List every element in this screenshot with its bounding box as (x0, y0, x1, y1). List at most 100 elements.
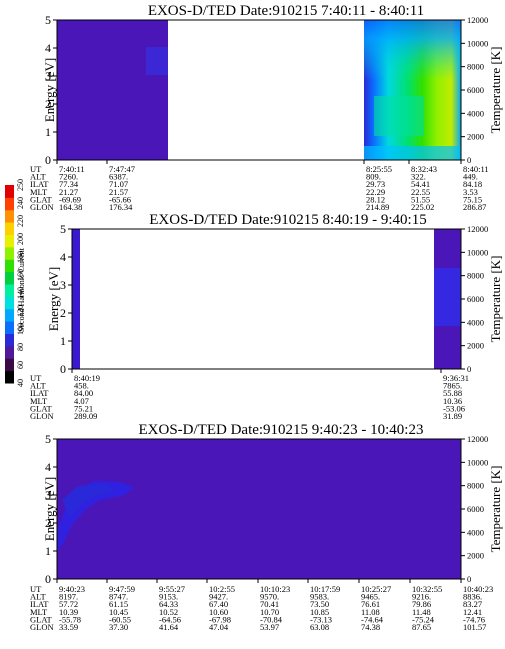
ephemeris-cell: 70.41 (260, 599, 279, 609)
y2tick-label: 0 (467, 574, 471, 584)
panel-2-segment-late-blob (434, 268, 461, 326)
ephemeris-cell: 10.52 (159, 607, 178, 617)
colorbar-tick-label: 60 (16, 361, 25, 369)
y2tick-label: 4000 (467, 527, 484, 537)
ytick-label: 4 (45, 41, 51, 55)
panel-2-segment-early (72, 229, 80, 369)
colorbar-tick-label: 120 (16, 305, 25, 317)
ephemeris-cell: 75.21 (74, 403, 93, 413)
ephemeris-cell: 10.45 (109, 607, 128, 617)
panel-3-y2ticks: 0 2000 4000 6000 8000 10000 12000 (461, 434, 488, 584)
ephemeris-cell: 9570. (260, 592, 279, 602)
colorbar-swatch (5, 209, 14, 223)
ytick-label: 5 (60, 222, 66, 236)
ephemeris-row-label: MLT (30, 396, 48, 406)
ephemeris-cell: 458. (74, 381, 89, 391)
panel-3-plot-area (56, 438, 462, 580)
panel-2-frame (71, 228, 462, 370)
y2tick-label: 8000 (467, 271, 484, 281)
panel-1-segment-late-top (364, 20, 461, 80)
colorbar-swatch (5, 246, 14, 260)
ephemeris-cell: 41.64 (159, 622, 179, 632)
y2tick-label: 12000 (467, 434, 488, 444)
ephemeris-cell: 10:32:55 (412, 584, 442, 594)
ytick-label: 5 (45, 432, 51, 446)
colorbar-swatch (5, 222, 14, 235)
ephemeris-row-label: ALT (30, 592, 47, 602)
ephemeris-cell: 164.38 (59, 202, 82, 212)
ephemeris-cell: 10.60 (209, 607, 228, 617)
ephemeris-cell: -74.76 (463, 614, 485, 624)
ephemeris-cell: 76.61 (361, 599, 380, 609)
ephemeris-cell: 10:2:55 (209, 584, 235, 594)
y2tick-label: 2000 (467, 132, 484, 142)
panel-3-background (57, 439, 461, 579)
y2tick-label: 2000 (467, 341, 484, 351)
ytick-label: 0 (45, 572, 51, 586)
colorbar-swatch (5, 321, 14, 334)
panel-3-ylabel: Energy [eV] (42, 477, 57, 541)
colorbar-swatch (5, 333, 14, 347)
ephemeris-cell: 57.72 (59, 599, 78, 609)
ephemeris-cell: 7:47:47 (109, 164, 135, 174)
ytick-label: 5 (45, 13, 51, 27)
y2tick-label: 12000 (467, 224, 488, 234)
ytick-label: 3 (45, 488, 51, 502)
ephemeris-cell: 28.12 (366, 194, 385, 204)
ephemeris-cell: 7865. (443, 381, 462, 391)
ephemeris-cell: 9216. (412, 592, 431, 602)
y2tick-label: 6000 (467, 504, 484, 514)
ephemeris-cell: 10.39 (59, 607, 78, 617)
ephemeris-cell: 11.48 (412, 607, 431, 617)
ephemeris-cell: 8:25:55 (366, 164, 392, 174)
ytick-label: 3 (45, 69, 51, 83)
y2tick-label: 4000 (467, 317, 484, 327)
colorbar-swatches (5, 185, 14, 384)
y2tick-label: 8000 (467, 62, 484, 72)
ephemeris-cell: 9427. (209, 592, 228, 602)
ephemeris-cell: 10:17:59 (310, 584, 340, 594)
ephemeris-cell: -73.13 (310, 614, 332, 624)
ytick-label: 4 (45, 460, 51, 474)
ephemeris-cell: 53.97 (260, 622, 279, 632)
panel-2-yticks: 0 1 2 3 4 5 (60, 222, 72, 376)
ytick-label: 2 (60, 306, 66, 320)
panel-1-ylabel: Energy [eV] (42, 58, 57, 122)
ephemeris-cell: 33.59 (59, 622, 78, 632)
ephemeris-row-label: GLON (30, 622, 54, 632)
ephemeris-cell: 73.50 (310, 599, 329, 609)
colorbar-swatch (5, 185, 14, 198)
colorbar-swatch (5, 345, 14, 359)
ytick-label: 1 (45, 125, 51, 139)
colorbar-swatch (5, 197, 14, 211)
ephemeris-cell: 10:10:23 (260, 584, 290, 594)
ephemeris-cell: -75.24 (412, 614, 435, 624)
ephemeris-cell: 7260. (59, 172, 78, 182)
ephemeris-cell: 9:36:31 (443, 373, 469, 383)
colorbar-tick-label: 250 (16, 179, 25, 191)
ephemeris-cell: 4.07 (74, 396, 89, 406)
colorbar-swatch (5, 271, 14, 285)
colorbar-tick-label: 40 (16, 379, 25, 387)
ephemeris-cell: 9:40:23 (59, 584, 85, 594)
panel-1-y2-axis: Temperature [K] 0 2000 4000 6000 8000 10000 12… (461, 15, 503, 165)
colorbar-ticks: 40 60 80 100 120 140 160 180 200 220 240 250 (16, 179, 25, 387)
ephemeris-cell: 11.08 (361, 607, 380, 617)
ephemeris-row-label: ILAT (30, 599, 49, 609)
ephemeris-cell: 10.70 (260, 607, 279, 617)
ephemeris-cell: 9583. (310, 592, 329, 602)
ytick-label: 1 (60, 334, 66, 348)
panel-3-title: EXOS-D/TED Date:910215 9:40:23 - 10:40:2… (139, 422, 424, 438)
ephemeris-cell: 64.33 (159, 599, 178, 609)
ephemeris-cell: 3.53 (463, 187, 478, 197)
y2tick-label: 0 (467, 155, 471, 165)
y2tick-label: 4000 (467, 108, 484, 118)
ephemeris-cell: 63.08 (310, 622, 329, 632)
ephemeris-row-label: ILAT (30, 179, 49, 189)
ephemeris-cell: -74.64 (361, 614, 384, 624)
panel-1: EXOS-D/TED Date:910215 7:40:11 - 8:40:11… (30, 3, 503, 212)
ephemeris-cell: 77.34 (59, 179, 79, 189)
ytick-label: 2 (45, 97, 51, 111)
ephemeris-cell: -70.84 (260, 614, 283, 624)
ephemeris-row-label: GLAT (30, 403, 53, 413)
